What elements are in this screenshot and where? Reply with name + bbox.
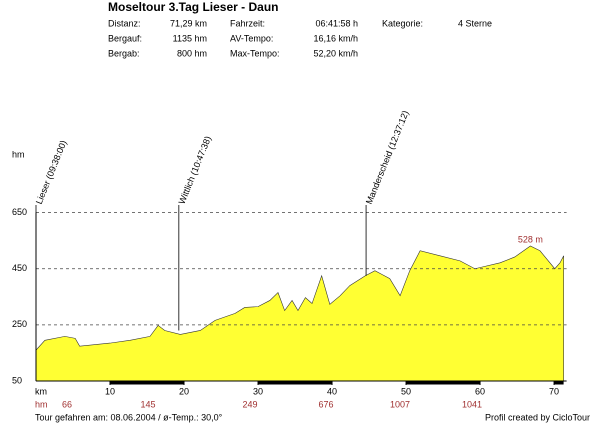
stat-value: 1135 hm (173, 33, 207, 43)
stat-value: 52,20 km/h (313, 48, 358, 58)
stat-label: Max-Tempo: (230, 48, 280, 58)
stat-label: Distanz: (108, 18, 141, 28)
stat-value: 4 Sterne (458, 18, 492, 28)
climb-value: 1041 (462, 399, 482, 409)
stat-label: AV-Tempo: (230, 33, 273, 43)
stat-value: 16,16 km/h (313, 33, 358, 43)
footer-left: Tour gefahren am: 08.06.2004 / ø-Temp.: … (35, 412, 223, 422)
x-tick-label: 60 (475, 386, 485, 396)
x-tick-label: 10 (105, 386, 115, 396)
stat-label: Kategorie: (382, 18, 423, 28)
y-axis-label: hm (12, 149, 25, 159)
climb-value: 249 (242, 399, 257, 409)
climb-value: 145 (140, 399, 155, 409)
stat-label: Bergab: (108, 48, 140, 58)
x-tick-label: 40 (327, 386, 337, 396)
x-tick-label: 20 (179, 386, 189, 396)
peak-label: 528 m (518, 234, 543, 244)
waypoint-label: Wittlich (10:47:38) (177, 135, 213, 206)
y-tick-label: 250 (12, 319, 27, 329)
waypoint-label: Manderscheid (12:37:12) (364, 109, 411, 206)
stat-label: Bergauf: (108, 33, 142, 43)
footer-right: Profil created by CicloTour (485, 412, 590, 422)
stat-value: 06:41:58 h (315, 18, 358, 28)
stat-value: 800 hm (177, 48, 207, 58)
y-tick-label: 650 (12, 207, 27, 217)
stat-label: Fahrzeit: (230, 18, 265, 28)
climb-label: hm (35, 399, 48, 409)
y-tick-label: 50 (12, 375, 22, 385)
waypoint-label: Lieser (09:38:00) (34, 139, 69, 206)
stat-value: 71,29 km (170, 18, 207, 28)
x-tick-label: 30 (253, 386, 263, 396)
x-axis-label: km (35, 386, 47, 396)
x-tick-label: 70 (549, 386, 559, 396)
x-tick-label: 50 (401, 386, 411, 396)
climb-value: 66 (62, 399, 72, 409)
elevation-area (35, 245, 564, 382)
climb-value: 1007 (390, 399, 410, 409)
climb-value: 676 (318, 399, 333, 409)
y-tick-label: 450 (12, 263, 27, 273)
chart-title: Moseltour 3.Tag Lieser - Daun (108, 0, 278, 14)
